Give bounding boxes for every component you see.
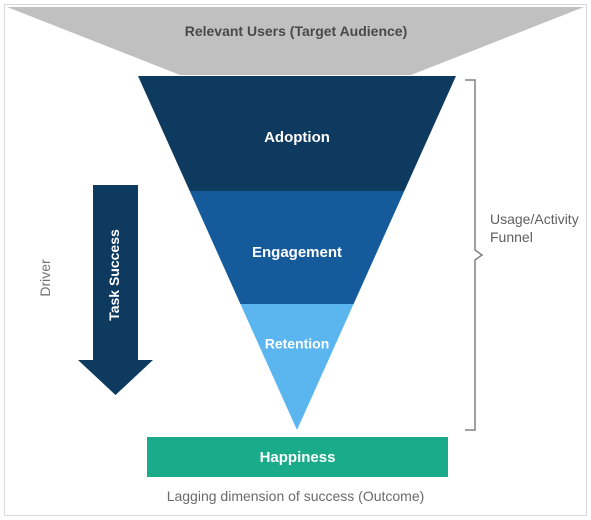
funnel-side-label: Usage/Activity Funnel	[490, 210, 585, 246]
funnel-label-adoption: Adoption	[264, 129, 330, 146]
driver-label: Driver	[37, 258, 53, 298]
happiness-bar: Happiness	[147, 437, 448, 477]
funnel-label-retention: Retention	[265, 336, 330, 352]
top-banner	[7, 7, 584, 75]
funnel-label-engagement: Engagement	[252, 244, 342, 261]
top-banner-label: Relevant Users (Target Audience)	[185, 23, 408, 39]
funnel-segment-retention	[240, 304, 353, 430]
funnel-bracket	[465, 80, 482, 430]
outcome-caption: Lagging dimension of success (Outcome)	[0, 488, 591, 504]
task-success-arrow-label: Task Success	[106, 229, 122, 321]
happiness-bar-label: Happiness	[260, 449, 336, 466]
